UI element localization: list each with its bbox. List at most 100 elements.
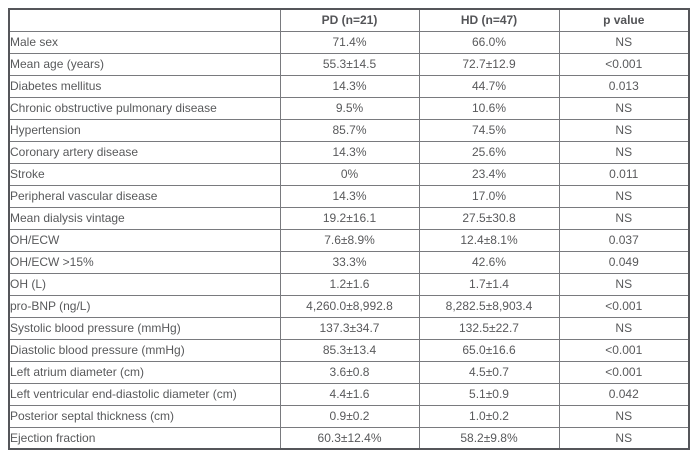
cell-hd: 1.0±0.2 (418, 404, 560, 428)
table-row: Male sex 71.4% 66.0% NS (8, 30, 690, 54)
cell-pvalue: NS (558, 206, 690, 230)
cell-hd: 12.4±8.1% (418, 228, 560, 252)
cell-pvalue: <0.001 (558, 338, 690, 362)
table-row: OH/ECW >15% 33.3% 42.6% 0.049 (8, 250, 690, 274)
table-row: Ejection fraction 60.3±12.4% 58.2±9.8% NS (8, 426, 690, 450)
cell-pd: 1.2±1.6 (279, 272, 420, 296)
table-row: Hypertension 85.7% 74.5% NS (8, 118, 690, 142)
table-row: Peripheral vascular disease 14.3% 17.0% NS (8, 184, 690, 208)
cell-hd: 72.7±12.9 (418, 52, 560, 76)
column-header-hd: HD (n=47) (418, 8, 560, 32)
row-label: Posterior septal thickness (cm) (8, 404, 281, 428)
cell-pd: 71.4% (279, 30, 420, 54)
cell-pd: 55.3±14.5 (279, 52, 420, 76)
cell-pvalue: <0.001 (558, 52, 690, 76)
cell-pvalue: NS (558, 96, 690, 120)
cell-pvalue: NS (558, 30, 690, 54)
table-row: OH (L) 1.2±1.6 1.7±1.4 NS (8, 272, 690, 296)
row-label: Coronary artery disease (8, 140, 281, 164)
cell-pvalue: NS (558, 184, 690, 208)
table-row: Left ventricular end-diastolic diameter … (8, 382, 690, 406)
table-row: Posterior septal thickness (cm) 0.9±0.2 1.… (8, 404, 690, 428)
cell-pd: 85.7% (279, 118, 420, 142)
row-label: Left ventricular end-diastolic diameter … (8, 382, 281, 406)
cell-pvalue: 0.049 (558, 250, 690, 274)
row-label: Diastolic blood pressure (mmHg) (8, 338, 281, 362)
table-row: Chronic obstructive pulmonary disease 9.5… (8, 96, 690, 120)
cell-hd: 58.2±9.8% (418, 426, 560, 450)
cell-hd: 25.6% (418, 140, 560, 164)
cell-hd: 17.0% (418, 184, 560, 208)
row-label: Stroke (8, 162, 281, 186)
cell-hd: 5.1±0.9 (418, 382, 560, 406)
row-label: OH/ECW >15% (8, 250, 281, 274)
cell-hd: 1.7±1.4 (418, 272, 560, 296)
cell-pvalue: NS (558, 140, 690, 164)
row-label: Diabetes mellitus (8, 74, 281, 98)
cell-hd: 65.0±16.6 (418, 338, 560, 362)
cell-pvalue: NS (558, 404, 690, 428)
header-row: PD (n=21) HD (n=47) p value (8, 8, 690, 32)
cell-hd: 42.6% (418, 250, 560, 274)
row-label: Systolic blood pressure (mmHg) (8, 316, 281, 340)
cell-pd: 4.4±1.6 (279, 382, 420, 406)
cell-pd: 85.3±13.4 (279, 338, 420, 362)
cell-hd: 74.5% (418, 118, 560, 142)
row-label: Hypertension (8, 118, 281, 142)
row-label: Chronic obstructive pulmonary disease (8, 96, 281, 120)
cell-pvalue: 0.011 (558, 162, 690, 186)
row-label: Mean dialysis vintage (8, 206, 281, 230)
table-row: OH/ECW 7.6±8.9% 12.4±8.1% 0.037 (8, 228, 690, 252)
column-header-pvalue: p value (558, 8, 690, 32)
table-row: Systolic blood pressure (mmHg) 137.3±34.7… (8, 316, 690, 340)
cell-pd: 0.9±0.2 (279, 404, 420, 428)
table-row: Mean age (years) 55.3±14.5 72.7±12.9 <0.001 (8, 52, 690, 76)
cell-pd: 0% (279, 162, 420, 186)
cell-pvalue: <0.001 (558, 360, 690, 384)
cell-hd: 8,282.5±8,903.4 (418, 294, 560, 318)
cell-pd: 14.3% (279, 184, 420, 208)
comparison-table-container: PD (n=21) HD (n=47) p value Male sex 71.4… (8, 8, 690, 450)
table-row: Stroke 0% 23.4% 0.011 (8, 162, 690, 186)
cell-pvalue: 0.013 (558, 74, 690, 98)
cell-pd: 3.6±0.8 (279, 360, 420, 384)
column-header-empty (8, 8, 281, 32)
cell-hd: 44.7% (418, 74, 560, 98)
row-label: Ejection fraction (8, 426, 281, 450)
cell-pvalue: NS (558, 316, 690, 340)
cell-pd: 9.5% (279, 96, 420, 120)
table-row: Mean dialysis vintage 19.2±16.1 27.5±30.8 N… (8, 206, 690, 230)
column-header-pd: PD (n=21) (279, 8, 420, 32)
cell-pd: 4,260.0±8,992.8 (279, 294, 420, 318)
pd-hd-comparison-table: PD (n=21) HD (n=47) p value Male sex 71.4… (8, 8, 690, 450)
row-label: Male sex (8, 30, 281, 54)
cell-pvalue: NS (558, 426, 690, 450)
cell-pd: 137.3±34.7 (279, 316, 420, 340)
cell-hd: 10.6% (418, 96, 560, 120)
cell-pd: 19.2±16.1 (279, 206, 420, 230)
cell-hd: 23.4% (418, 162, 560, 186)
row-label: OH/ECW (8, 228, 281, 252)
cell-pd: 33.3% (279, 250, 420, 274)
cell-pvalue: NS (558, 272, 690, 296)
table-row: Diastolic blood pressure (mmHg) 85.3±13.4… (8, 338, 690, 362)
cell-hd: 4.5±0.7 (418, 360, 560, 384)
row-label: OH (L) (8, 272, 281, 296)
cell-hd: 132.5±22.7 (418, 316, 560, 340)
table-row: Coronary artery disease 14.3% 25.6% NS (8, 140, 690, 164)
cell-pvalue: 0.037 (558, 228, 690, 252)
cell-pd: 60.3±12.4% (279, 426, 420, 450)
cell-hd: 66.0% (418, 30, 560, 54)
row-label: Mean age (years) (8, 52, 281, 76)
table-row: pro-BNP (ng/L) 4,260.0±8,992.8 8,282.5±8,9… (8, 294, 690, 318)
cell-pd: 14.3% (279, 74, 420, 98)
cell-pd: 14.3% (279, 140, 420, 164)
cell-pvalue: NS (558, 118, 690, 142)
cell-pd: 7.6±8.9% (279, 228, 420, 252)
cell-hd: 27.5±30.8 (418, 206, 560, 230)
table-row: Diabetes mellitus 14.3% 44.7% 0.013 (8, 74, 690, 98)
row-label: Left atrium diameter (cm) (8, 360, 281, 384)
cell-pvalue: 0.042 (558, 382, 690, 406)
table-row: Left atrium diameter (cm) 3.6±0.8 4.5±0.7 <… (8, 360, 690, 384)
row-label: Peripheral vascular disease (8, 184, 281, 208)
